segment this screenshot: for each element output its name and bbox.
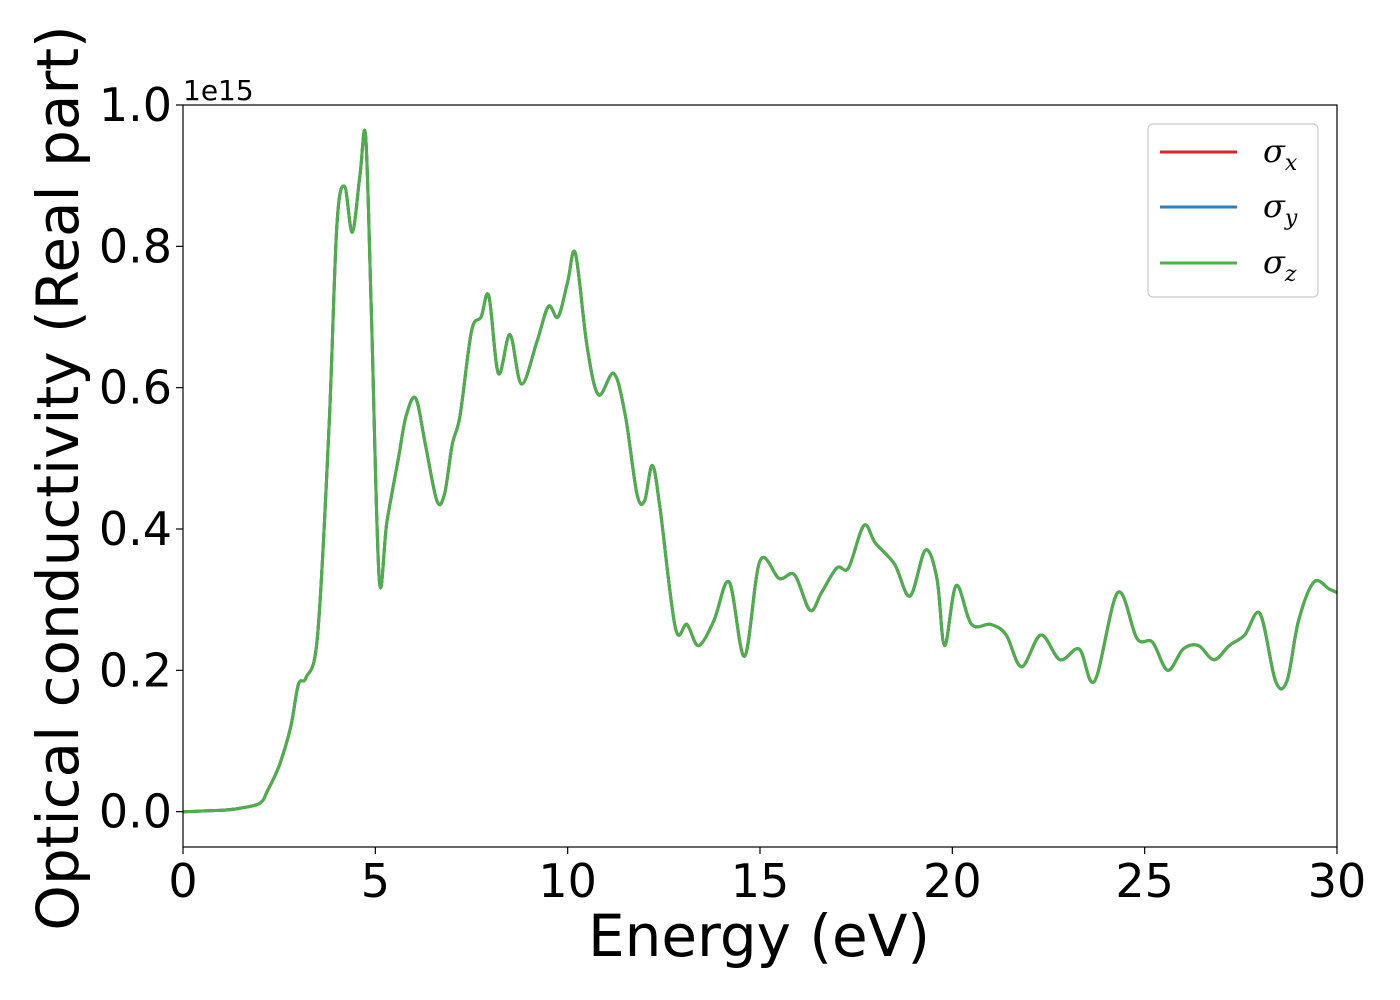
legend: σx σy σz <box>1147 123 1319 298</box>
legend-label-z: σz <box>1263 243 1297 287</box>
x-axis-title: Energy (eV) <box>588 902 930 970</box>
legend-label-x: σx <box>1263 132 1298 176</box>
y-tick-label: 0.2 <box>99 643 172 697</box>
x-tick-label: 15 <box>731 854 790 908</box>
x-tick-label: 20 <box>923 854 982 908</box>
x-tick-label: 0 <box>168 854 197 908</box>
plot-area: 0 5 10 15 20 25 30 0.0 0.2 0.4 0.6 0.8 1.0 σx σy σz <box>99 78 1366 908</box>
y-tick-label: 0.0 <box>99 785 172 839</box>
y-tick-label: 0.4 <box>99 502 172 556</box>
x-tick-label: 5 <box>361 854 390 908</box>
y-axis-title: Optical conductivity (Real part) <box>24 25 92 930</box>
x-tick-label: 25 <box>1115 854 1174 908</box>
y-tick-label: 1.0 <box>99 78 172 132</box>
y-tick-label: 0.6 <box>99 361 172 415</box>
series-line-z <box>183 128 1337 814</box>
x-tick-label: 10 <box>538 854 597 908</box>
legend-box <box>1147 123 1319 298</box>
x-tick-label: 30 <box>1308 854 1367 908</box>
y-offset-text: 1e15 <box>183 74 254 107</box>
legend-label-y: σy <box>1263 187 1298 231</box>
y-tick-label: 0.8 <box>99 219 172 273</box>
